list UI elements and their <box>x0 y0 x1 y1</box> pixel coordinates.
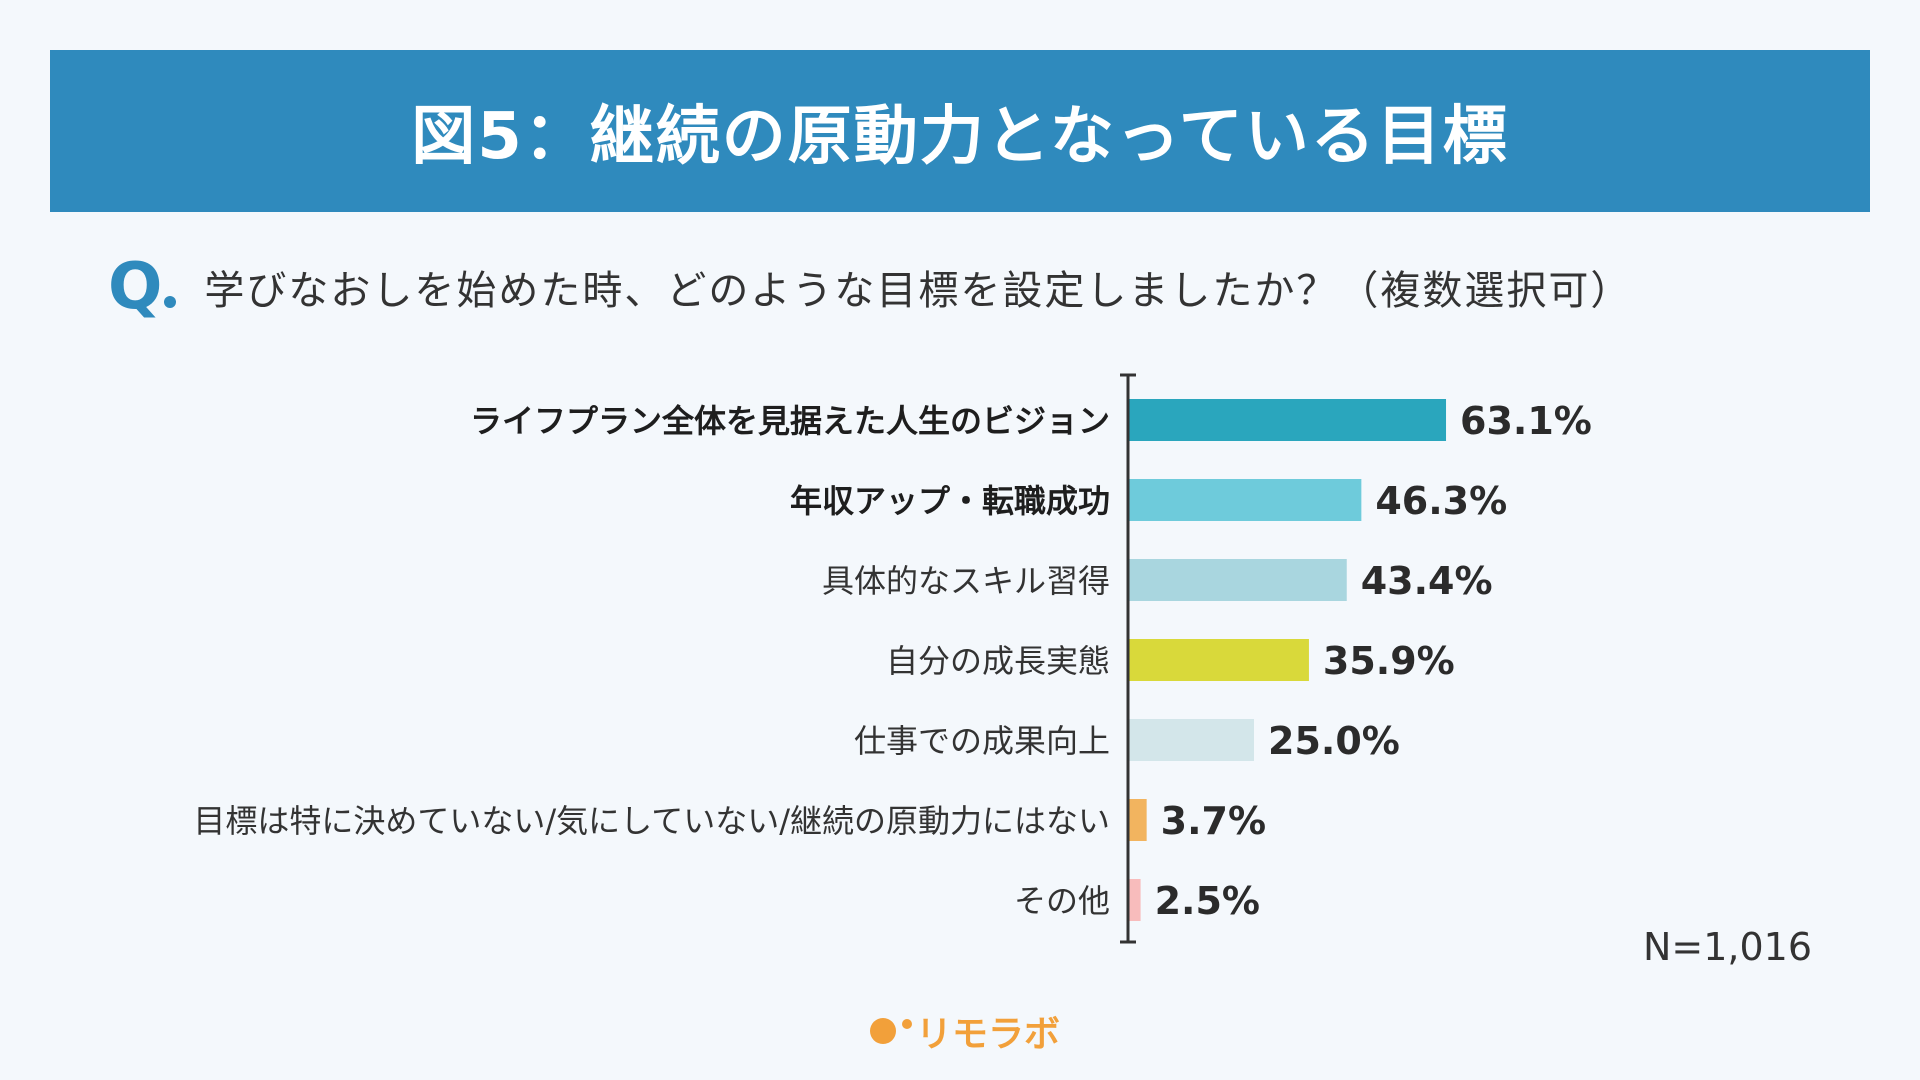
question-mark-icon: Q <box>108 255 177 319</box>
bar-3 <box>1128 559 1347 601</box>
chart-title: 図5：継続の原動力となっている目標 <box>411 100 1509 174</box>
value-label-2: 46.3% <box>1375 479 1507 523</box>
value-label-1: 63.1% <box>1460 399 1592 443</box>
category-label-2: 年収アップ・転職成功 <box>790 482 1110 520</box>
logo: リモラボ <box>870 1005 1060 1057</box>
logo-small-dot-icon <box>902 1019 912 1029</box>
category-label-7: その他 <box>1014 882 1110 920</box>
logo-text: リモラボ <box>916 1014 1061 1055</box>
value-label-5: 25.0% <box>1268 719 1400 763</box>
category-label-6: 目標は特に決めていない/気にしていない/継続の原動力にはない <box>193 802 1110 840</box>
bar-4 <box>1128 639 1309 681</box>
value-label-6: 3.7% <box>1161 799 1266 843</box>
question-text: 学びなおしを始めた時、どのような目標を設定しましたか？（複数選択可） <box>204 268 1633 314</box>
bar-5 <box>1128 719 1254 761</box>
category-label-4: 自分の成長実態 <box>886 642 1110 680</box>
bar-2 <box>1128 479 1362 521</box>
bar-7 <box>1128 879 1141 921</box>
value-label-4: 35.9% <box>1323 639 1455 683</box>
category-label-3: 具体的なスキル習得 <box>822 562 1110 600</box>
category-label-5: 仕事での成果向上 <box>854 722 1110 760</box>
bar-1 <box>1128 399 1447 441</box>
logo-dot-icon <box>870 1018 896 1044</box>
value-label-7: 2.5% <box>1155 879 1260 923</box>
title-banner: 図5：継続の原動力となっている目標 <box>50 50 1870 212</box>
question-row: Q 学びなおしを始めた時、どのような目標を設定しましたか？（複数選択可） <box>108 252 1632 322</box>
question-mark-letter: Q <box>108 250 163 324</box>
sample-size-note: N=1,016 <box>1642 925 1812 969</box>
value-label-3: 43.4% <box>1361 559 1493 603</box>
bar-6 <box>1128 799 1147 841</box>
category-label-1: ライフプラン全体を見据えた人生のビジョン <box>470 402 1110 440</box>
question-dot-icon <box>164 296 177 308</box>
